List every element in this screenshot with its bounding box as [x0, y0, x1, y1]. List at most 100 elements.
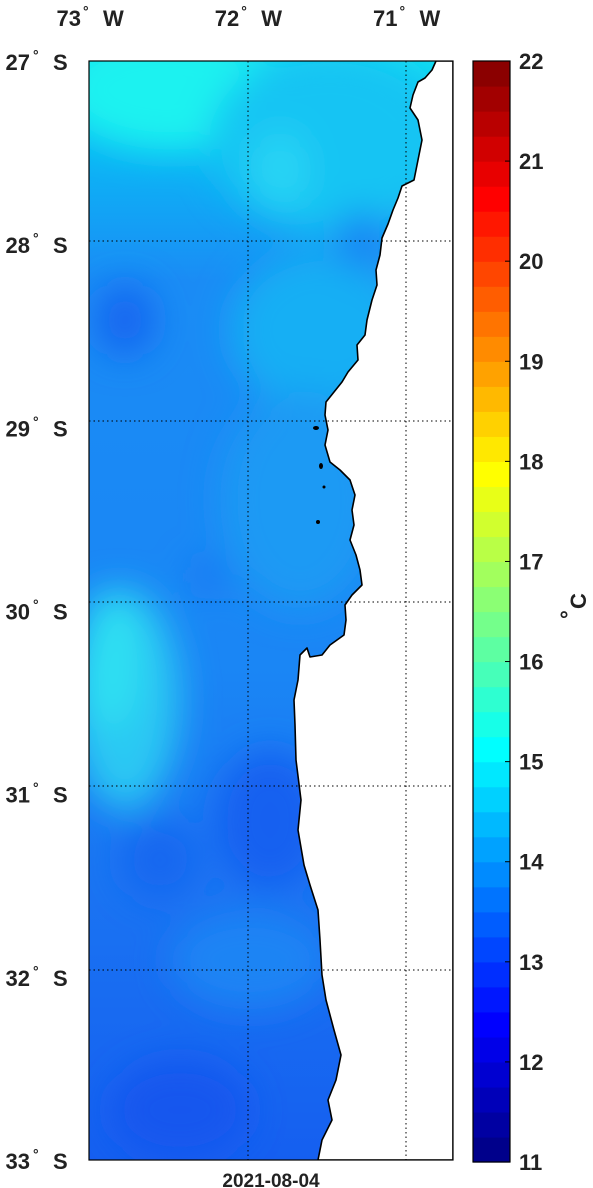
latitude-hemisphere: S	[53, 416, 68, 441]
colorbar-swatch	[473, 961, 510, 988]
latitude-hemisphere: S	[53, 50, 68, 75]
colorbar-unit: ° C	[556, 593, 591, 619]
degree-symbol: °	[33, 780, 39, 796]
colorbar-tick-labels: 11 12 13 14 15 16 17 18 19 20 21 22	[505, 49, 544, 1175]
longitude-labels: 73 ° W 72 ° W 71 ° W	[57, 3, 441, 31]
colorbar-swatch	[473, 461, 510, 487]
sst-map	[89, 61, 453, 1160]
longitude-value: 72	[215, 6, 239, 31]
colorbar-tick-20: 20	[519, 249, 543, 274]
latitude-hemisphere: S	[53, 966, 68, 991]
latitude-label-31: 31 ° S	[6, 780, 68, 808]
colorbar-swatch	[473, 711, 510, 738]
latitude-label-33: 33 ° S	[6, 1146, 68, 1174]
colorbar-tick-11: 11	[519, 1150, 542, 1175]
degree-symbol: °	[83, 3, 89, 19]
colorbar-swatch	[473, 786, 510, 813]
colorbar-swatch	[473, 1061, 510, 1088]
land-mass	[293, 61, 453, 1160]
colorbar-unit-letter: C	[566, 593, 591, 609]
latitude-value: 30	[6, 600, 30, 625]
colorbar-swatch	[473, 261, 510, 287]
degree-symbol: °	[33, 47, 39, 63]
colorbar-swatch	[473, 686, 510, 713]
degree-symbol: °	[33, 413, 39, 429]
colorbar-swatch	[473, 736, 510, 763]
colorbar-tick-14: 14	[519, 850, 544, 875]
longitude-value: 71	[373, 6, 397, 31]
colorbar-swatch	[473, 861, 510, 888]
latitude-value: 31	[6, 783, 30, 808]
colorbar-swatch	[473, 536, 510, 563]
longitude-value: 73	[57, 6, 81, 31]
latitude-hemisphere: S	[53, 233, 68, 258]
longitude-hemisphere: W	[261, 6, 282, 31]
latitude-label-29: 29 ° S	[6, 413, 68, 441]
colorbar-swatch	[473, 511, 510, 538]
longitude-label-71: 71 ° W	[373, 3, 440, 31]
colorbar-swatch	[473, 186, 510, 212]
colorbar-tick-18: 18	[519, 449, 543, 474]
colorbar-swatch	[473, 761, 510, 788]
colorbar-tick-21: 21	[519, 149, 543, 174]
colorbar-swatch	[473, 936, 510, 963]
latitude-value: 29	[6, 416, 30, 441]
longitude-label-73: 73 ° W	[57, 3, 124, 31]
latitude-hemisphere: S	[53, 783, 68, 808]
latitude-value: 27	[6, 50, 30, 75]
colorbar-swatch	[473, 636, 510, 663]
colorbar-swatch	[473, 1036, 510, 1063]
latitude-label-27: 27 ° S	[6, 47, 68, 75]
degree-symbol: °	[241, 3, 247, 19]
temperature-patches	[89, 61, 450, 1160]
colorbar-swatch	[473, 86, 510, 112]
colorbar-tick-22: 22	[519, 49, 543, 74]
latitude-value: 28	[6, 233, 30, 258]
longitude-label-72: 72 ° W	[215, 3, 282, 31]
colorbar-tick-13: 13	[519, 950, 543, 975]
colorbar-tick-17: 17	[519, 550, 543, 575]
latitude-label-30: 30 ° S	[6, 597, 68, 625]
colorbar-swatch	[473, 836, 510, 863]
colorbar-swatch	[473, 486, 510, 513]
colorbar-swatch	[473, 411, 510, 437]
colorbar-swatch	[473, 1111, 510, 1138]
colorbar-unit-degree: °	[556, 610, 581, 619]
colorbar-swatch	[473, 161, 510, 187]
colorbar-swatch	[473, 136, 510, 162]
degree-symbol: °	[33, 230, 39, 246]
latitude-labels: 27 ° S28 ° S29 ° S30 ° S31 ° S32 ° S33 ° S	[6, 47, 68, 1174]
colorbar-tick-12: 12	[519, 1050, 543, 1075]
date-label: 2021-08-04	[222, 1171, 320, 1188]
colorbar-swatches	[473, 61, 510, 1163]
latitude-label-28: 28 ° S	[6, 230, 68, 258]
graticule	[89, 61, 453, 1160]
longitude-hemisphere: W	[103, 6, 124, 31]
colorbar-swatch	[473, 336, 510, 362]
degree-symbol: °	[33, 963, 39, 979]
colorbar-swatch	[473, 311, 510, 337]
map-frame	[88, 60, 454, 1161]
colorbar-swatch	[473, 1086, 510, 1113]
colorbar-swatch	[473, 611, 510, 638]
degree-symbol: °	[400, 3, 406, 19]
colorbar-swatch	[473, 286, 510, 312]
colorbar-swatch	[473, 561, 510, 588]
colorbar-swatch	[473, 436, 510, 462]
colorbar-swatch	[473, 236, 510, 262]
coastal-islets	[313, 426, 326, 524]
colorbar-tick-15: 15	[519, 750, 543, 775]
colorbar-swatch	[473, 911, 510, 938]
colorbar-tick-16: 16	[519, 650, 543, 675]
colorbar-swatch	[473, 211, 510, 237]
colorbar-swatch	[473, 1136, 510, 1163]
colorbar-tick-19: 19	[519, 349, 543, 374]
longitude-hemisphere: W	[420, 6, 441, 31]
colorbar-swatch	[473, 1011, 510, 1038]
colorbar-swatch	[473, 361, 510, 387]
colorbar-swatch	[473, 661, 510, 688]
colorbar: 11 12 13 14 15 16 17 18 19 20 21 22 ° C	[472, 49, 591, 1175]
latitude-hemisphere: S	[53, 1149, 68, 1174]
colorbar-swatch	[473, 586, 510, 613]
